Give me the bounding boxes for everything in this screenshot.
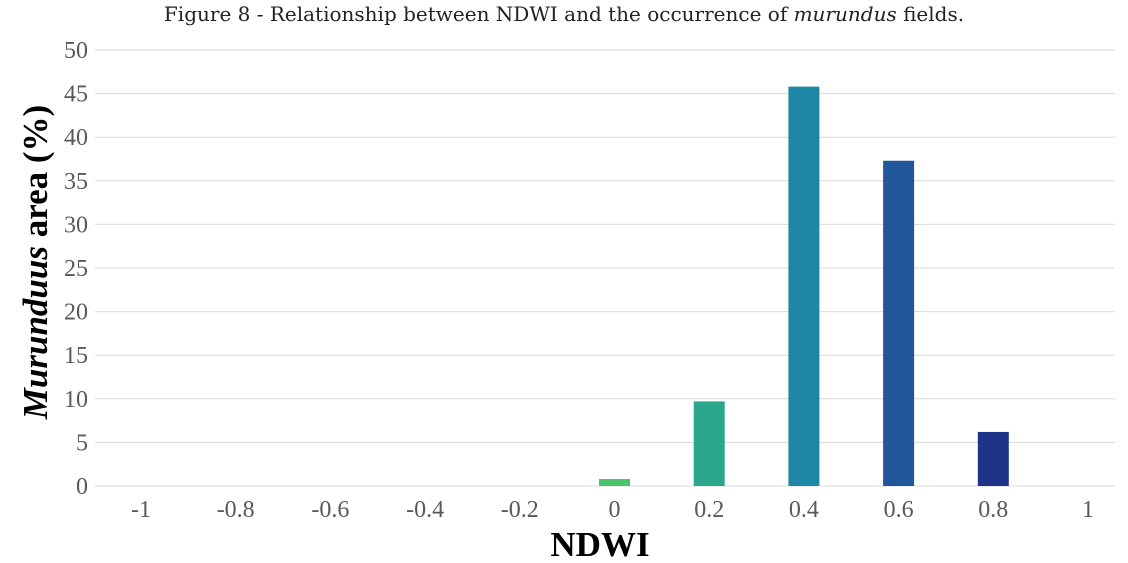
y-tick-label: 20 [64,300,88,326]
y-tick-label: 40 [64,125,88,151]
x-tick-label: 0.8 [978,497,1008,523]
x-tick-label: 0.4 [789,497,819,523]
x-tick-label: -1 [131,497,151,523]
bar-0.4 [788,86,820,487]
gridlines [95,49,1115,487]
bars [599,86,1009,487]
x-tick-label: 0.2 [694,497,724,523]
y-tick-label: 0 [76,474,88,500]
y-axis-label-rest: area (%) [16,105,55,246]
x-tick-label: 1 [1082,497,1094,523]
x-tick-label: -0.6 [311,497,349,523]
y-tick-label: 15 [64,343,88,369]
y-tick-label: 30 [64,212,88,238]
y-tick-label: 35 [64,169,88,195]
bar-0.8 [977,431,1009,486]
y-tick-label: 10 [64,387,88,413]
y-axis-label-italic: Murunduus [16,246,55,420]
x-tick-labels: -1 -0.8 -0.6 -0.4 -0.2 0 0.2 0.4 0.6 0.8 1 [131,497,1094,523]
y-axis-label: Murunduus area (%) [16,105,55,420]
bar-0.2 [693,401,725,486]
figure-caption: Figure 8 - Relationship between NDWI and… [0,2,1128,26]
x-tick-label: -0.8 [217,497,255,523]
y-tick-label: 50 [64,38,88,64]
x-tick-label: 0 [609,497,621,523]
x-tick-label: 0.6 [884,497,914,523]
y-tick-labels: 0 5 10 15 20 25 30 35 40 45 50 [64,38,88,500]
caption-suffix: fields. [896,2,965,26]
bar-0.6 [883,160,915,486]
caption-italic: murundus [793,2,897,26]
bar-0 [599,479,630,486]
x-axis-label: NDWI [550,525,649,563]
caption-prefix: Figure 8 - Relationship between NDWI and… [163,2,794,26]
y-tick-label: 25 [64,256,88,282]
x-tick-label: -0.2 [501,497,539,523]
y-tick-label: 45 [64,82,88,108]
x-tick-label: -0.4 [406,497,444,523]
y-tick-label: 5 [76,430,88,456]
